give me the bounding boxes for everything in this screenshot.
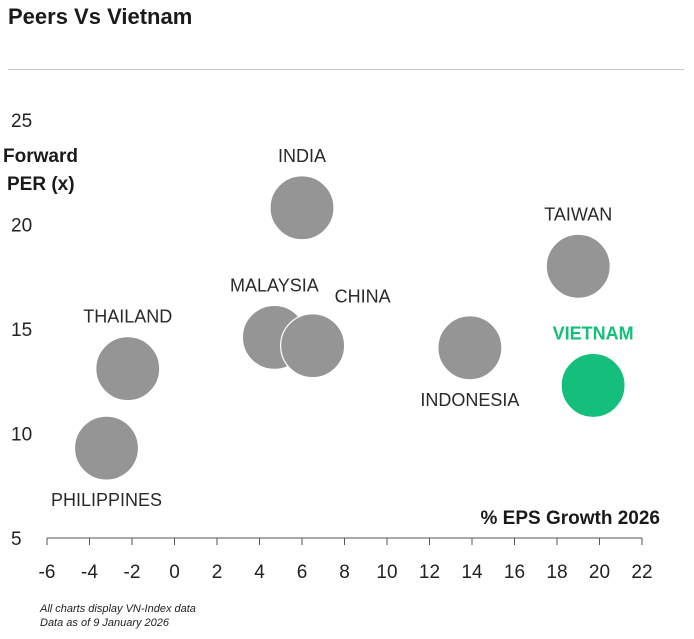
x-tick-label: 22 <box>631 562 652 583</box>
x-tick-label: 8 <box>339 562 350 583</box>
y-tick-label: 20 <box>11 216 32 237</box>
footnote-line-2: Data as of 9 January 2026 <box>40 617 170 629</box>
bubble-india <box>269 175 335 241</box>
bubble-label-china: CHINA <box>335 287 391 307</box>
y-tick-label: 25 <box>11 111 32 132</box>
title-divider <box>8 69 684 70</box>
y-tick-label: 10 <box>11 425 32 446</box>
x-tick-label: -4 <box>81 562 98 583</box>
y-axis-label-line-2: PER (x) <box>7 174 75 195</box>
footnote: All charts display VN-Index data Data as… <box>40 602 196 630</box>
bubble-philippines <box>73 415 140 481</box>
x-tick-label: 2 <box>212 562 223 583</box>
x-tick-label: -2 <box>124 562 141 583</box>
y-axis-label: Forward PER (x) <box>3 143 78 199</box>
bubble-taiwan <box>545 233 611 299</box>
x-tick-label: 14 <box>461 562 483 583</box>
bubble-indonesia <box>437 315 503 381</box>
bubble-label-indonesia: INDONESIA <box>420 390 519 410</box>
y-tick-label: 15 <box>11 320 32 341</box>
y-axis-label-line-1: Forward <box>3 146 78 167</box>
x-tick-label: 4 <box>254 562 265 583</box>
scatter-chart: -6 -4 -2 0 2 4 6 8 10 12 14 16 18 20 22 5 10 15 20 25 INDIA… <box>11 111 653 583</box>
chart-title: Peers Vs Vietnam <box>8 4 193 29</box>
x-tick-label: 20 <box>589 562 610 583</box>
bubble-label-vietnam: VIETNAM <box>553 323 634 343</box>
footnote-line-1: All charts display VN-Index data <box>40 603 196 615</box>
x-tick-label: 12 <box>419 562 440 583</box>
x-axis-label: % EPS Growth 2026 <box>480 508 660 529</box>
bubble-label-philippines: PHILIPPINES <box>51 490 162 510</box>
bubble-label-thailand: THAILAND <box>83 307 172 327</box>
bubble-label-taiwan: TAIWAN <box>544 204 612 224</box>
x-tick-label: 6 <box>297 562 308 583</box>
y-tick-label: 5 <box>11 529 22 550</box>
bubble-thailand <box>95 336 161 402</box>
x-tick-label: 18 <box>546 562 567 583</box>
x-tick-label: 16 <box>504 562 525 583</box>
x-tick-label: 10 <box>376 562 397 583</box>
bubble-label-malaysia: MALAYSIA <box>230 275 319 295</box>
bubble-china <box>280 313 346 379</box>
x-tick-label: 0 <box>169 562 180 583</box>
bubble-vietnam <box>560 352 626 419</box>
bubble-label-india: INDIA <box>278 146 326 166</box>
x-tick-label: -6 <box>39 562 56 583</box>
